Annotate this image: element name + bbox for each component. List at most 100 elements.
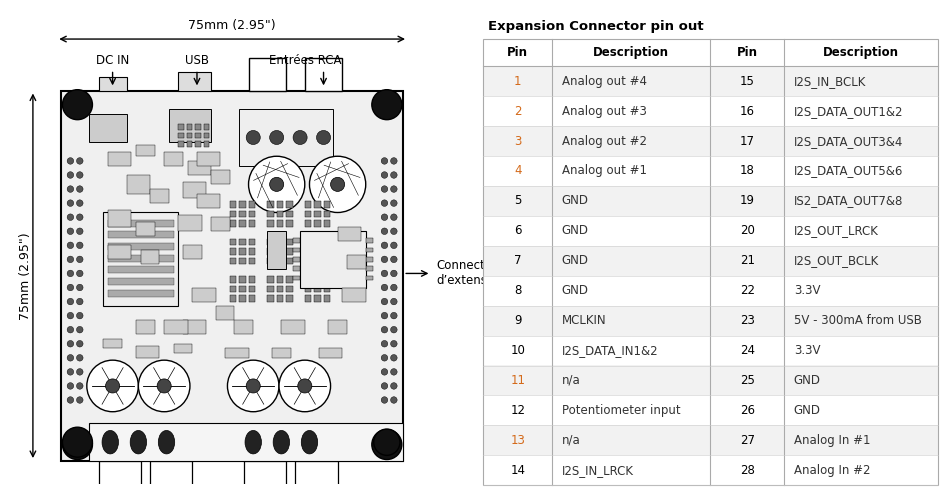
Circle shape [382,396,387,404]
Text: Analog out #3: Analog out #3 [562,104,647,118]
Bar [108,254,173,262]
Bar [305,220,312,226]
Bar [89,424,403,461]
Bar [366,266,373,271]
Circle shape [382,312,387,319]
Circle shape [331,178,345,192]
Bar [230,210,237,217]
Bar [183,182,206,198]
Text: Analog In #2: Analog In #2 [794,464,870,476]
Text: Description: Description [823,46,899,60]
Bar [277,286,283,292]
Bar [178,215,202,231]
Bar [286,248,293,254]
Bar [366,257,373,262]
Bar [195,133,201,138]
Text: I2S_OUT_LRCK: I2S_OUT_LRCK [794,224,879,237]
Circle shape [63,430,93,460]
Bar [230,238,237,246]
Circle shape [67,214,74,220]
Bar [314,295,321,302]
Circle shape [382,228,387,234]
Bar [293,238,300,243]
Bar [230,248,237,254]
Bar [483,276,938,306]
Bar [483,306,938,336]
Text: I2S_DATA_OUT5&6: I2S_DATA_OUT5&6 [794,164,903,177]
Bar [286,238,293,246]
Bar [211,217,230,231]
Text: 12: 12 [510,404,526,417]
Bar [204,124,209,130]
Bar [188,161,211,175]
Circle shape [382,382,387,389]
Bar [305,210,312,217]
Bar [305,295,312,302]
Text: I2S_DATA_IN1&2: I2S_DATA_IN1&2 [562,344,658,357]
Bar [267,295,274,302]
Circle shape [105,379,119,393]
Circle shape [67,340,74,347]
Text: 10: 10 [510,344,526,357]
Bar [324,248,331,254]
Bar [483,126,938,156]
Ellipse shape [273,430,290,454]
Text: 75mm (2.95"): 75mm (2.95") [19,232,32,320]
Bar [178,124,184,130]
Text: 75mm (2.95"): 75mm (2.95") [188,19,276,32]
Bar [483,456,938,485]
Bar [305,258,312,264]
Bar [108,243,173,250]
Circle shape [382,256,387,262]
Bar [314,238,321,246]
Circle shape [77,382,83,389]
Text: 7: 7 [514,254,522,268]
Circle shape [77,354,83,361]
Text: Description: Description [594,46,670,60]
Circle shape [390,340,397,347]
Bar [108,266,173,274]
Text: I2S_IN_BCLK: I2S_IN_BCLK [794,74,867,88]
Circle shape [297,379,312,393]
Circle shape [77,312,83,319]
Text: Analog In #1: Analog In #1 [794,434,870,447]
Text: 20: 20 [740,224,755,237]
Bar [204,133,209,138]
Bar [187,141,192,147]
Text: 28: 28 [740,464,755,476]
Bar [141,250,159,264]
Circle shape [87,360,138,412]
Bar [293,266,300,271]
Bar [240,201,245,208]
Text: 9: 9 [514,314,522,327]
Text: 25: 25 [740,374,755,387]
Bar [277,220,283,226]
Bar [305,248,312,254]
Bar [324,238,331,246]
Text: 22: 22 [740,284,755,297]
Bar [483,156,938,186]
Circle shape [372,90,402,120]
Text: 4: 4 [514,164,522,177]
Text: Entrées RCA: Entrées RCA [269,54,341,67]
Bar [192,288,216,302]
Circle shape [382,340,387,347]
Bar [286,286,293,292]
Circle shape [77,284,83,291]
Text: GND: GND [562,194,589,207]
Bar [277,248,283,254]
Text: Expansion Connector pin out: Expansion Connector pin out [488,20,703,32]
Text: GND: GND [794,404,821,417]
Bar [103,212,178,306]
Bar [235,320,253,334]
Bar [267,258,274,264]
Text: 18: 18 [740,164,755,177]
Bar [314,276,321,283]
Bar [103,339,122,348]
Bar [483,366,938,396]
Text: 5V - 300mA from USB: 5V - 300mA from USB [794,314,921,327]
Bar [211,170,230,184]
Bar [178,72,211,90]
Circle shape [390,382,397,389]
Circle shape [382,214,387,220]
